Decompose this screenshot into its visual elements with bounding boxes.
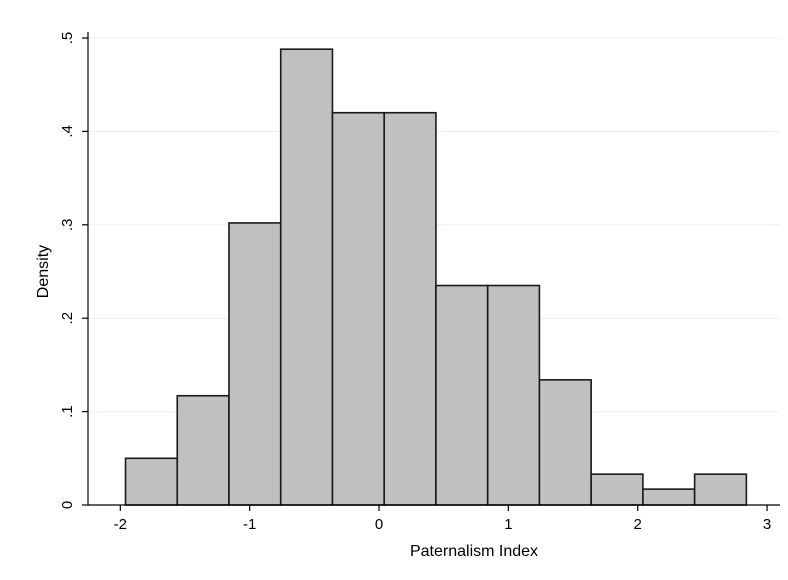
histogram-bar-8 bbox=[486, 284, 541, 506]
y-tick-label-2: .2 bbox=[59, 312, 76, 325]
histogram-bars bbox=[124, 48, 748, 506]
y-tick-label-1: .1 bbox=[59, 405, 76, 418]
histogram-bar-1 bbox=[124, 457, 179, 506]
x-tick-label-4: 2 bbox=[634, 516, 642, 533]
histogram-bar-12 bbox=[693, 473, 748, 506]
x-tick-label-0: -2 bbox=[114, 516, 127, 533]
y-tick-label-0: 0 bbox=[59, 501, 76, 509]
histogram-bar-7 bbox=[435, 284, 489, 506]
histogram-bar-10 bbox=[590, 473, 644, 506]
x-axis-title: Paternalism Index bbox=[410, 543, 538, 560]
histogram-bar-11 bbox=[642, 488, 696, 506]
x-tick-label-3: 1 bbox=[504, 516, 512, 533]
x-tick-label-2: 0 bbox=[375, 516, 383, 533]
histogram-bar-2 bbox=[176, 394, 230, 506]
y-tick-label-4: .4 bbox=[59, 125, 76, 138]
x-tick-label-5: 3 bbox=[763, 516, 771, 533]
histogram-bar-6 bbox=[383, 111, 437, 506]
y-axis-title: Density bbox=[35, 245, 52, 298]
y-tick-label-5: .5 bbox=[59, 32, 76, 45]
histogram-bar-9 bbox=[538, 379, 592, 506]
histogram-bar-3 bbox=[228, 222, 282, 506]
x-tick-label-1: -1 bbox=[243, 516, 256, 533]
histogram-bar-4 bbox=[279, 48, 334, 506]
axes: -2 -1 0 1 2 3 0 .1 .2 .3 .4 .5 bbox=[59, 32, 780, 533]
y-tick-label-3: .3 bbox=[59, 219, 76, 232]
histogram-bar-5 bbox=[331, 111, 386, 506]
